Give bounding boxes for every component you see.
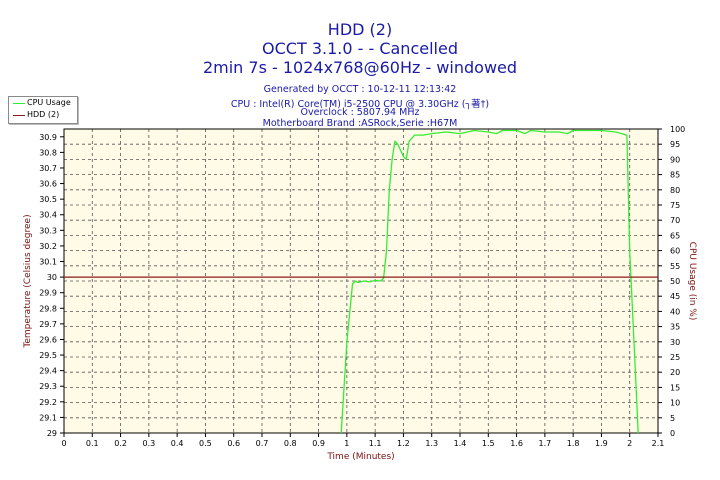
y-right-tick-label: 100 <box>670 125 685 134</box>
y-right-tick-label: 85 <box>670 171 680 180</box>
y-right-tick-label: 20 <box>670 368 680 377</box>
generated-info: Generated by OCCT : 10-12-11 12:13:42 <box>263 84 457 95</box>
y-left-tick-label: 29.2 <box>39 398 57 407</box>
x-tick-label: 1.1 <box>369 439 382 448</box>
y-right-tick-label: 25 <box>670 353 680 362</box>
motherboard-info: Motherboard Brand :ASRock,Serie :H67M <box>262 118 458 129</box>
x-tick-label: 2 <box>627 439 632 448</box>
y-right-tick-label: 10 <box>670 399 680 408</box>
cpu-info: CPU : Intel(R) Core(TM) i5-2500 CPU @ 3.… <box>230 99 490 110</box>
y-right-tick-label: 95 <box>670 140 680 149</box>
y-left-tick-label: 29 <box>47 429 57 438</box>
y-left-tick-label: 29.8 <box>39 304 57 313</box>
y-right-tick-label: 45 <box>670 292 680 301</box>
y-right-tick-label: 65 <box>670 231 680 240</box>
x-tick-label: 1.9 <box>595 439 608 448</box>
x-tick-label: 0.7 <box>256 439 269 448</box>
y-right-tick-label: 90 <box>670 155 680 164</box>
y-left-tick-label: 29.1 <box>39 413 57 422</box>
y-left-axis-title: Temperature (Celsius degree) <box>23 214 33 348</box>
x-axis-title: Time (Minutes) <box>326 452 394 462</box>
y-left-tick-label: 30.3 <box>39 226 57 235</box>
x-tick-label: 1.2 <box>397 439 410 448</box>
y-left-tick-label: 30.8 <box>39 148 57 157</box>
y-left-tick-label: 29.7 <box>39 320 57 329</box>
y-right-tick-label: 80 <box>670 186 680 195</box>
run-info: 2min 7s - 1024x768@60Hz - windowed <box>202 58 518 77</box>
x-tick-label: 0.1 <box>86 439 99 448</box>
y-left-tick-label: 30.1 <box>39 258 57 267</box>
x-tick-label: 0 <box>61 439 66 448</box>
y-left-tick-label: 30.5 <box>39 195 57 204</box>
y-right-tick-label: 40 <box>670 307 680 316</box>
y-right-axis-title: CPU Usage (in %) <box>687 242 697 321</box>
y-left-tick-label: 29.3 <box>39 382 57 391</box>
legend-swatch-cpu-usage <box>13 103 25 104</box>
overclock-info: Overclock : 5807.94 MHz <box>300 107 420 118</box>
x-tick-label: 0.4 <box>171 439 184 448</box>
y-left-tick-label: 30 <box>47 273 57 282</box>
y-right-tick-label: 30 <box>670 338 680 347</box>
y-right-tick-label: 15 <box>670 383 680 392</box>
legend-swatch-hdd <box>13 115 25 116</box>
x-tick-label: 1.7 <box>538 439 551 448</box>
x-tick-label: 1.3 <box>425 439 438 448</box>
legend-label-cpu-usage: CPU Usage <box>27 98 71 107</box>
y-left-tick-label: 30.6 <box>39 180 57 189</box>
x-tick-label: 0.2 <box>114 439 127 448</box>
y-right-tick-label: 70 <box>670 216 680 225</box>
chart-subtitle: OCCT 3.1.0 - - Cancelled <box>262 39 458 58</box>
x-tick-label: 2.1 <box>652 439 665 448</box>
y-left-tick-label: 30.4 <box>39 211 57 220</box>
y-left-tick-label: 29.9 <box>39 289 57 298</box>
chart-title: HDD (2) <box>327 20 393 39</box>
x-tick-label: 1.6 <box>510 439 523 448</box>
x-tick-label: 0.3 <box>142 439 155 448</box>
y-left-tick-label: 30.7 <box>39 164 57 173</box>
x-tick-label: 1.5 <box>482 439 495 448</box>
y-right-tick-label: 5 <box>670 414 675 423</box>
series-line-cpu-usage <box>340 129 639 434</box>
y-left-tick-label: 30.9 <box>39 133 57 142</box>
y-left-tick-label: 29.4 <box>39 367 57 376</box>
y-left-tick-label: 29.5 <box>39 351 57 360</box>
x-tick-label: 0.5 <box>199 439 212 448</box>
y-right-tick-label: 50 <box>670 277 680 286</box>
legend: CPU Usage HDD (2) <box>8 96 78 124</box>
x-tick-label: 1 <box>344 439 349 448</box>
y-left-tick-label: 30.2 <box>39 242 57 251</box>
y-right-tick-label: 55 <box>670 262 680 271</box>
x-tick-label: 0.9 <box>312 439 325 448</box>
x-tick-label: 1.8 <box>567 439 580 448</box>
y-left-tick-label: 29.6 <box>39 335 57 344</box>
legend-item-cpu-usage: CPU Usage <box>9 97 77 109</box>
x-tick-label: 1.4 <box>454 439 467 448</box>
y-right-tick-label: 60 <box>670 247 680 256</box>
legend-item-hdd: HDD (2) <box>9 109 77 121</box>
y-right-tick-label: 35 <box>670 323 680 332</box>
y-right-tick-label: 0 <box>670 429 675 438</box>
x-tick-label: 0.6 <box>227 439 240 448</box>
y-right-tick-label: 75 <box>670 201 680 210</box>
legend-label-hdd: HDD (2) <box>27 110 60 119</box>
x-tick-label: 0.8 <box>284 439 297 448</box>
